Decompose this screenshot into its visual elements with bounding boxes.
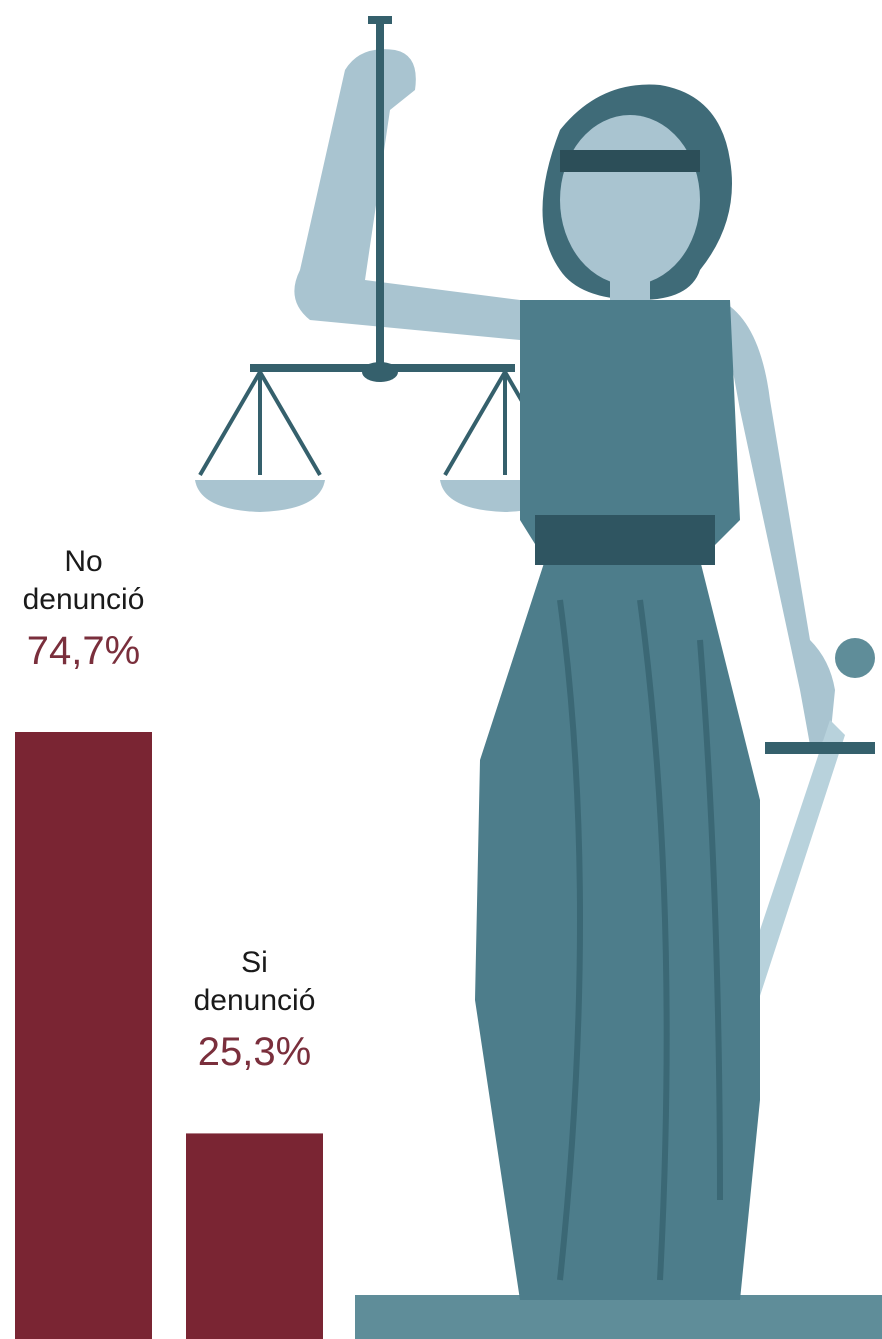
bar: [186, 1133, 323, 1339]
page: {"chart_data": {"type": "bar", "categori…: [0, 0, 882, 1339]
category-label: No denunció: [14, 543, 154, 619]
value-label: 25,3%: [170, 1026, 340, 1078]
bar-label: No denunció 74,7%: [0, 543, 169, 677]
bar-label: Si denunció 25,3%: [170, 944, 340, 1078]
value-label: 74,7%: [0, 625, 169, 677]
bar: [15, 732, 152, 1339]
category-label: Si denunció: [185, 944, 325, 1020]
